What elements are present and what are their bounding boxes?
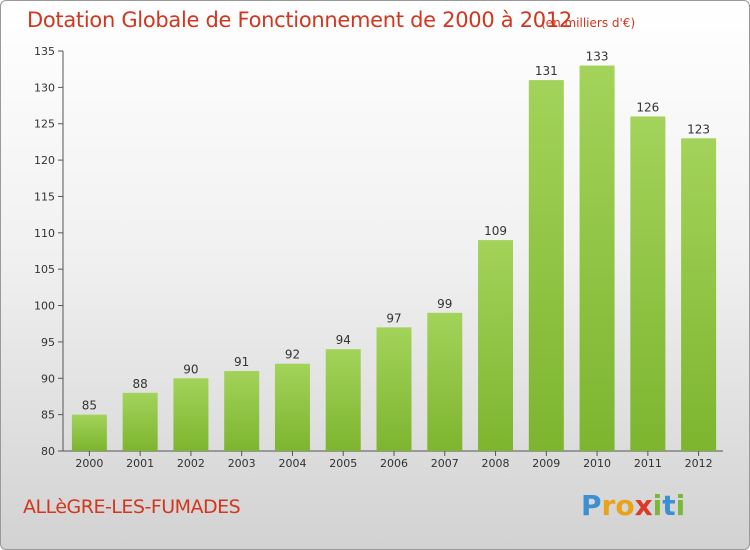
bar-2000 bbox=[71, 414, 107, 451]
y-tick-label: 85 bbox=[41, 409, 55, 422]
x-tick-label: 2001 bbox=[126, 457, 154, 470]
data-label-2011: 126 bbox=[636, 100, 659, 114]
data-label-2000: 85 bbox=[82, 399, 97, 413]
data-label-2004: 92 bbox=[285, 348, 300, 362]
data-label-2010: 133 bbox=[586, 50, 609, 64]
chart-data-labels: 85 88 90 91 92 94 97 99 109 131 133 126 123 bbox=[82, 50, 710, 413]
x-tick-label: 2004 bbox=[278, 457, 306, 470]
data-label-2007: 99 bbox=[437, 297, 452, 311]
y-tick-label: 115 bbox=[34, 190, 55, 203]
data-label-2009: 131 bbox=[535, 64, 558, 78]
data-label-2003: 91 bbox=[234, 355, 249, 369]
y-tick-label: 135 bbox=[34, 45, 55, 58]
commune-name: ALLèGRE-LES-FUMADES bbox=[23, 496, 241, 518]
logo-letter: i bbox=[652, 489, 663, 522]
x-tick-label: 2009 bbox=[532, 457, 560, 470]
y-tick-label: 130 bbox=[34, 81, 55, 94]
x-tick-label: 2002 bbox=[177, 457, 205, 470]
data-label-2001: 88 bbox=[133, 377, 148, 391]
chart-axes: 80 85 90 95 100 105 110 115 120 125 130 135 2000 2001… bbox=[34, 45, 723, 470]
y-tick-label: 80 bbox=[41, 445, 55, 458]
bar-2004 bbox=[274, 363, 310, 451]
data-label-2005: 94 bbox=[336, 333, 351, 347]
proxiti-logo[interactable]: Proxiti bbox=[581, 489, 685, 522]
data-label-2002: 90 bbox=[183, 362, 198, 376]
bar-2012 bbox=[681, 138, 717, 452]
chart-unit: (en milliers d'€) bbox=[541, 16, 636, 30]
x-tick-label: 2011 bbox=[634, 457, 662, 470]
bar-2005 bbox=[325, 349, 361, 451]
logo-letter: r bbox=[601, 489, 616, 522]
bar-2008 bbox=[478, 240, 514, 451]
logo-letter: P bbox=[581, 489, 602, 522]
x-tick-label: 2010 bbox=[583, 457, 611, 470]
x-tick-label: 2005 bbox=[329, 457, 357, 470]
x-tick-label: 2000 bbox=[75, 457, 103, 470]
bar-2001 bbox=[122, 392, 158, 451]
chart-bars bbox=[71, 65, 717, 452]
y-tick-label: 110 bbox=[34, 227, 55, 240]
y-tick-label: 105 bbox=[34, 263, 55, 276]
bar-2011 bbox=[630, 116, 666, 452]
logo-letter: o bbox=[615, 489, 635, 522]
logo-letter: x bbox=[634, 489, 653, 522]
x-tick-label: 2003 bbox=[228, 457, 256, 470]
chart-title: Dotation Globale de Fonctionnement de 20… bbox=[27, 8, 572, 32]
y-tick-label: 120 bbox=[34, 154, 55, 167]
x-tick-label: 2012 bbox=[685, 457, 713, 470]
y-tick-label: 90 bbox=[41, 372, 55, 385]
x-tick-label: 2006 bbox=[380, 457, 408, 470]
bar-2003 bbox=[224, 371, 260, 451]
logo-letter: t bbox=[662, 489, 676, 522]
data-label-2012: 123 bbox=[687, 122, 710, 136]
logo-letter: i bbox=[675, 489, 686, 522]
bar-2002 bbox=[173, 378, 209, 451]
data-label-2006: 97 bbox=[386, 311, 401, 325]
bar-2009 bbox=[528, 80, 564, 451]
y-tick-label: 95 bbox=[41, 336, 55, 349]
x-tick-label: 2007 bbox=[431, 457, 459, 470]
data-label-2008: 109 bbox=[484, 224, 507, 238]
bar-2010 bbox=[579, 65, 615, 451]
y-tick-label: 125 bbox=[34, 118, 55, 131]
x-tick-label: 2008 bbox=[482, 457, 510, 470]
y-tick-label: 100 bbox=[34, 300, 55, 313]
bar-2006 bbox=[376, 327, 412, 451]
bar-2007 bbox=[427, 312, 463, 451]
